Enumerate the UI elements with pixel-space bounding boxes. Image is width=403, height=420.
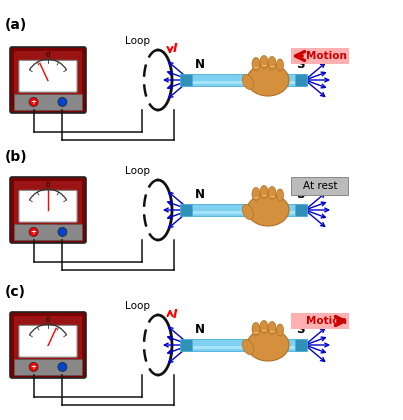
Text: Galvanometer: Galvanometer [25,345,71,350]
Text: Motion: Motion [305,316,347,326]
Bar [14,224,82,240]
Bar [14,94,82,110]
Ellipse shape [252,187,260,200]
Text: (c): (c) [5,285,26,299]
Text: I: I [173,307,178,320]
Text: N: N [195,188,205,201]
Ellipse shape [260,186,268,199]
Text: +: + [31,229,37,235]
Text: At rest: At rest [303,181,337,191]
Circle shape [29,228,38,236]
Text: Galvanometer: Galvanometer [25,210,71,215]
Ellipse shape [247,194,289,226]
FancyBboxPatch shape [14,316,82,374]
Text: (a): (a) [5,18,27,32]
Ellipse shape [276,324,283,336]
FancyBboxPatch shape [10,312,86,378]
Circle shape [58,362,67,371]
Ellipse shape [268,321,276,334]
Bar [180,204,192,216]
Ellipse shape [252,58,260,71]
Text: 0: 0 [46,181,50,188]
Ellipse shape [242,74,253,89]
Text: Loop: Loop [125,301,150,311]
Circle shape [58,228,67,236]
Text: N: N [195,323,205,336]
FancyBboxPatch shape [14,51,82,109]
Bar [295,339,307,351]
Ellipse shape [247,64,289,96]
Circle shape [29,362,38,371]
Bar [180,74,192,86]
Bar [14,359,82,375]
Ellipse shape [276,189,283,201]
Text: 0: 0 [46,317,50,323]
FancyBboxPatch shape [291,313,349,329]
FancyBboxPatch shape [10,177,86,243]
Ellipse shape [268,57,276,69]
Text: Motion: Motion [305,51,347,61]
Circle shape [58,97,67,106]
Text: (b): (b) [5,150,28,164]
FancyBboxPatch shape [291,177,349,195]
Ellipse shape [260,55,268,68]
Text: S: S [296,323,304,336]
Ellipse shape [242,339,253,354]
Ellipse shape [242,205,253,220]
Bar [295,74,307,86]
Bar [188,204,305,216]
FancyBboxPatch shape [19,190,77,222]
Bar [295,204,307,216]
Bar [188,81,305,84]
Bar [188,339,305,351]
Text: Loop: Loop [125,166,150,176]
FancyBboxPatch shape [10,47,86,113]
FancyBboxPatch shape [19,60,77,92]
Text: S: S [296,188,304,201]
Bar [188,211,305,214]
Circle shape [29,97,38,106]
Ellipse shape [247,329,289,361]
Text: +: + [31,99,37,105]
Ellipse shape [252,323,260,336]
Text: N: N [195,58,205,71]
FancyBboxPatch shape [14,181,82,239]
Bar [188,74,305,86]
Ellipse shape [276,59,283,71]
Text: S: S [296,58,304,71]
FancyBboxPatch shape [19,326,77,357]
Text: I: I [173,42,178,55]
FancyBboxPatch shape [291,48,349,64]
Ellipse shape [260,320,268,333]
Bar [180,339,192,351]
Text: Loop: Loop [125,36,150,46]
Text: Galvanometer: Galvanometer [25,80,71,85]
Text: 0: 0 [46,52,50,58]
Text: +: + [31,364,37,370]
Ellipse shape [268,186,276,199]
Bar [188,346,305,349]
